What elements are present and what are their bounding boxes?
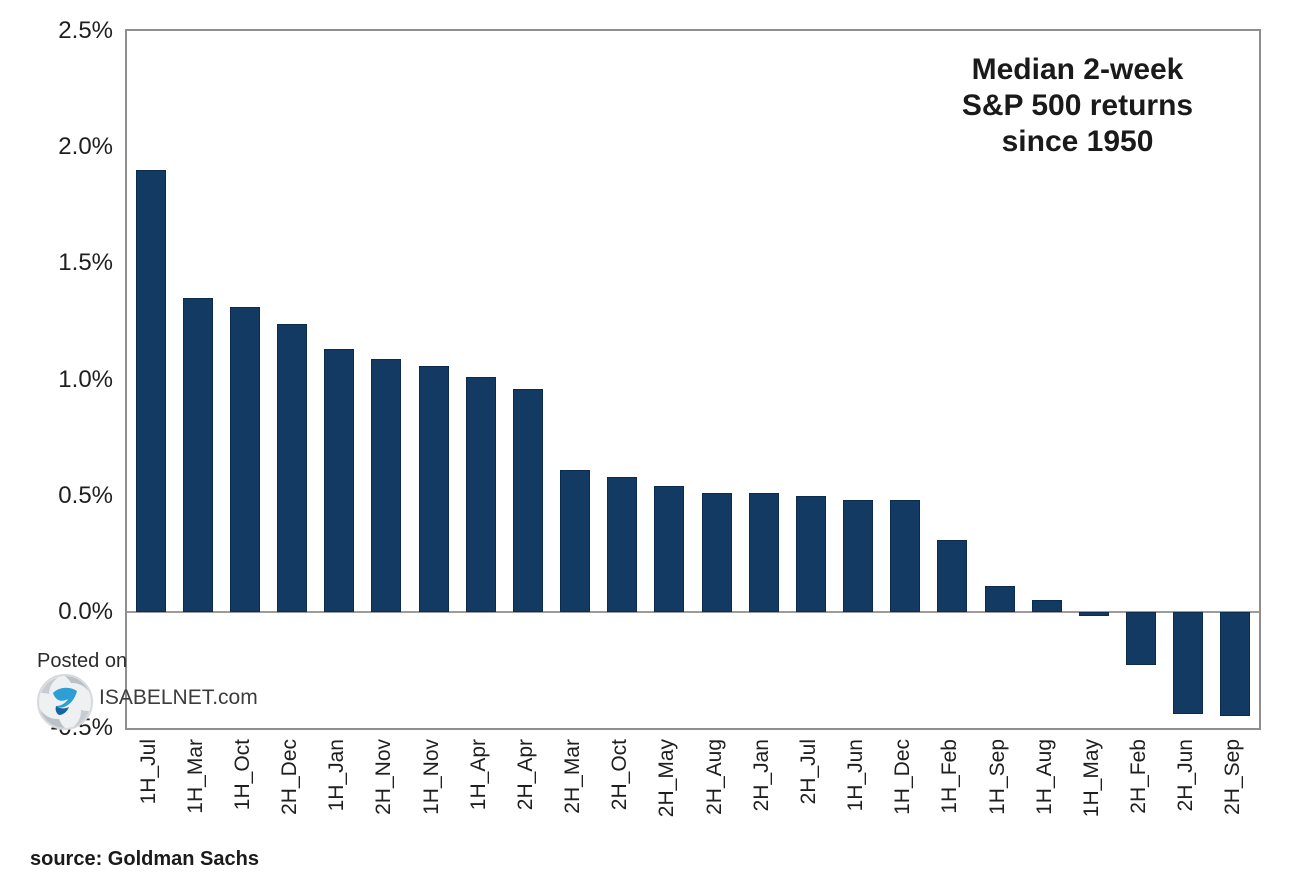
x-tick-label: 1H_May [1079,739,1103,818]
x-tick-label: 2H_Jul [796,739,820,805]
y-tick-label: 2.5% [58,17,113,44]
plot-area [125,29,1261,730]
bar-2H_May [654,486,685,612]
chart-title-line1: Median 2-week [971,53,1184,86]
bar-2H_Apr [512,388,543,612]
bar-2H_Aug [701,493,732,612]
y-tick-label: 1.5% [58,249,113,277]
bar-1H_Sep [984,586,1015,612]
swirl-logo-icon [36,673,94,731]
x-tick-label: 2H_Apr [513,739,537,811]
x-tick-label: 2H_Feb [1127,739,1151,814]
bar-2H_Nov [371,358,402,612]
x-tick-label: 2H_Jan [749,739,773,812]
chart-title: Median 2-week S&P 500 returns since 1950 [925,52,1230,160]
x-tick-label: 2H_May [655,739,679,818]
bar-1H_Jul [135,170,166,612]
bar-2H_Jun [1173,611,1204,715]
x-tick-label: 1H_Dec [891,739,915,815]
y-tick-label: 0.5% [58,481,113,509]
x-tick-label: 2H_Oct [608,739,632,811]
bar-2H_Oct [607,477,638,612]
bar-2H_Jan [748,493,779,612]
x-axis-labels: 1H_Jul 1H_Mar 1H_Oct 2H_Dec 1H_Jan 2H_Nov 1H_N… [125,737,1261,851]
chart-title-line2: S&P 500 returns [961,89,1194,122]
y-tick-label: 2.0% [58,133,113,161]
bar-1H_Jan [324,349,355,612]
bar-2H_Sep [1220,611,1251,717]
bar-1H_Mar [182,298,213,612]
x-tick-label: 2H_Jun [1174,739,1198,812]
bar-2H_Feb [1126,611,1157,666]
x-tick-label: 1H_Nov [419,739,443,815]
zero-line [127,610,1259,613]
x-tick-label: 2H_Mar [561,739,585,814]
x-tick-label: 1H_Jul [136,739,160,805]
posted-on-label: Posted on [37,650,128,672]
bar-1H_Aug [1031,600,1062,612]
bar-1H_Apr [465,377,496,612]
y-tick-label: 0.0% [58,597,113,625]
bar-1H_Jun [843,500,874,612]
x-tick-label: 2H_Dec [278,739,302,815]
bar-1H_May [1078,611,1109,617]
x-tick-label: 1H_Feb [938,739,962,814]
site-name-label: ISABELNET.com [99,686,258,709]
y-axis-labels: 2.5% 2.0% 1.5% 1.0% 0.5% 0.0% -0.5% [18,0,113,760]
x-tick-label: 2H_Aug [702,739,726,815]
bar-1H_Oct [229,307,260,612]
bar-1H_Nov [418,365,449,612]
x-tick-label: 2H_Nov [372,739,396,815]
bar-2H_Dec [277,323,308,612]
y-tick-label: 1.0% [58,365,113,393]
x-tick-label: 1H_Jan [325,739,349,812]
x-tick-label: 1H_Mar [183,739,207,814]
source-label: source: Goldman Sachs [30,848,259,870]
chart-title-line3: since 1950 [1001,125,1154,158]
bar-1H_Dec [890,500,921,612]
bar-2H_Jul [795,495,826,612]
x-tick-label: 1H_Sep [985,739,1009,815]
bar-2H_Mar [560,470,591,612]
x-tick-label: 2H_Sep [1221,739,1245,815]
bar-1H_Feb [937,539,968,612]
x-tick-label: 1H_Apr [466,739,490,811]
x-tick-label: 1H_Aug [1032,739,1056,815]
x-tick-label: 1H_Jun [844,739,868,812]
x-tick-label: 1H_Oct [230,739,254,811]
